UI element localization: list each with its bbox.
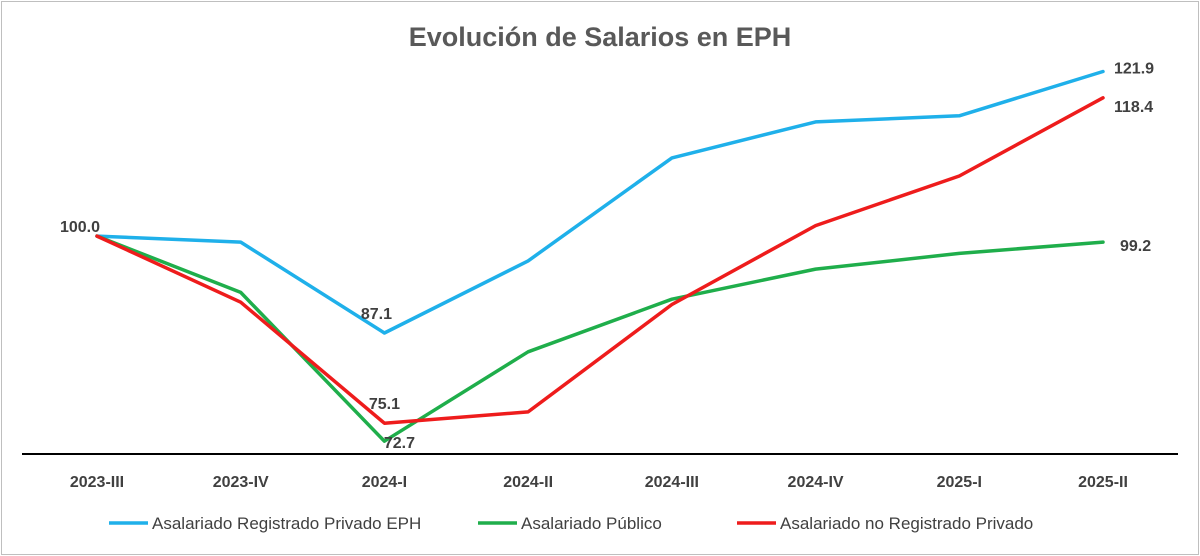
legend: Asalariado Registrado Privado EPH Asalari… [109,514,1033,533]
data-label: 100.0 [60,219,100,236]
x-tick-label: 2025-I [937,474,982,491]
x-tick-label: 2023-III [70,474,124,491]
data-label: 87.1 [361,306,392,323]
x-tick-label: 2023-IV [213,474,269,491]
data-label: 99.2 [1120,238,1151,255]
legend-label-asalariado-no-registrado-privado: Asalariado no Registrado Privado [780,514,1033,533]
data-label: 118.4 [1114,99,1153,116]
series-line-asalariado-no-registrado-privado [95,96,1105,425]
legend-label-asalariado-registrado-privado-eph: Asalariado Registrado Privado EPH [152,514,421,533]
chart-title: Evolución de Salarios en EPH [409,22,792,52]
series-line-asalariado-registrado-privado-eph [95,69,1105,335]
data-labels: 100.0 87.1 75.1 72.7 121.9 118.4 99.2 [60,61,1154,453]
x-tick-label: 2024-III [645,474,699,491]
x-tick-label: 2024-II [503,474,553,491]
x-tick-label: 2025-II [1078,474,1128,491]
x-tick-labels: 2023-III 2023-IV 2024-I 2024-II 2024-III 2024… [70,474,1128,491]
legend-label-asalariado-publico: Asalariado Público [521,514,662,533]
x-tick-label: 2024-IV [788,474,844,491]
x-tick-label: 2024-I [362,474,407,491]
data-label: 75.1 [369,396,400,413]
series-line-asalariado-publico [95,234,1105,443]
series-lines [95,69,1105,443]
data-label: 121.9 [1114,61,1154,78]
data-label: 72.7 [384,435,415,452]
